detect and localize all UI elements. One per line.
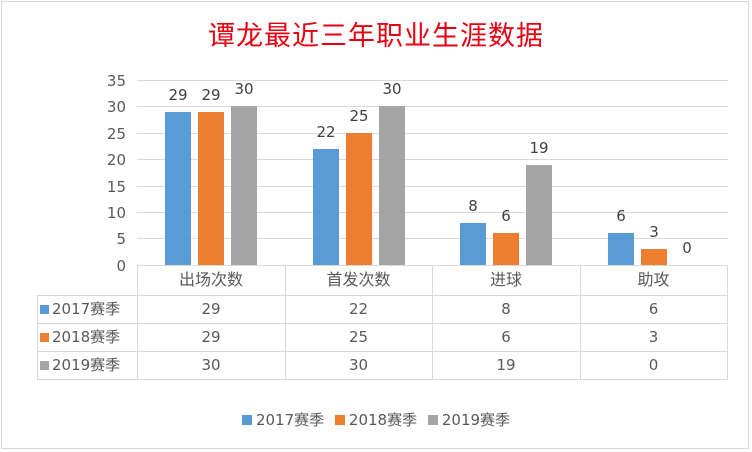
table-cell: 30 [201,356,221,374]
data-label: 22 [316,123,336,141]
category-label: 首发次数 [326,270,391,289]
data-label: 30 [234,80,254,98]
table-border [580,265,581,380]
legend: 2017赛季 2018赛季 2019赛季 [0,409,752,430]
legend-item-2017: 2017赛季 [241,409,324,430]
bar [526,165,552,265]
bar [313,149,339,265]
y-tick-15: 15 [106,178,126,196]
gridline [137,238,728,239]
y-tick-25: 25 [106,125,126,143]
bar [231,106,257,265]
table-cell: 29 [201,300,221,318]
table-row-header: 2017赛季 [40,296,136,322]
table-cell: 0 [648,356,659,374]
table-cell: 19 [496,356,516,374]
table-border [37,295,728,296]
y-tick-30: 30 [106,98,126,116]
table-border [37,323,728,324]
data-label: 19 [529,139,549,157]
table-border [37,295,38,380]
legend-swatch-icon [40,361,49,370]
table-cell: 22 [348,300,369,318]
data-label: 6 [616,207,626,225]
bar [198,112,224,265]
y-tick-20: 20 [106,151,126,169]
table-row-header: 2019赛季 [40,352,136,378]
table-cell: 25 [348,328,369,346]
table-row-header: 2018赛季 [40,324,136,350]
chart-title: 谭龙最近三年职业生涯数据 [208,21,544,52]
table-cell: 6 [501,328,511,346]
data-label: 29 [201,86,221,104]
bar [165,112,191,265]
table-border [37,351,728,352]
legend-swatch-icon [241,415,252,425]
gridline [137,133,728,134]
legend-item-2019: 2019赛季 [427,409,510,430]
y-tick-0: 0 [116,257,126,275]
legend-swatch-icon [40,305,49,314]
gridline [137,159,728,160]
gridline [137,186,728,187]
bar [493,233,519,265]
table-border [37,379,728,380]
table-border [727,265,728,380]
legend-swatch-icon [334,415,345,425]
category-label: 进球 [489,270,522,289]
gridline [137,80,728,81]
bar [346,133,372,265]
legend-swatch-icon [427,415,438,425]
table-cell: 3 [648,328,659,346]
data-label: 0 [682,239,692,257]
table-border [432,265,433,380]
legend-item-2018: 2018赛季 [334,409,417,430]
y-tick-35: 35 [106,72,126,90]
data-label: 8 [468,197,478,215]
data-label: 30 [382,80,402,98]
data-label: 3 [649,223,659,241]
y-tick-5: 5 [116,230,126,248]
bar [379,106,405,265]
table-border [285,265,286,380]
bar [641,249,667,265]
legend-swatch-icon [40,333,49,342]
gridline [137,212,728,213]
y-tick-10: 10 [106,204,126,222]
bar [460,223,486,265]
data-label: 6 [501,207,511,225]
table-cell: 30 [348,356,369,374]
category-label: 助攻 [637,270,670,289]
table-cell: 6 [648,300,659,318]
category-label: 出场次数 [178,270,243,289]
data-label: 25 [349,107,369,125]
bar [608,233,634,265]
data-label: 29 [168,86,188,104]
gridline [137,106,728,107]
table-border [137,265,138,380]
table-cell: 29 [201,328,221,346]
table-cell: 8 [501,300,511,318]
